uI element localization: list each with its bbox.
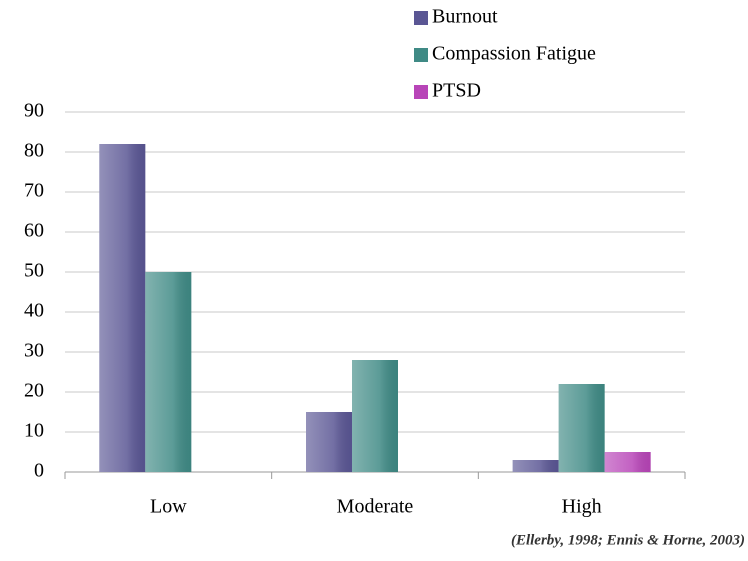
annotation: (Ellerby, 1998; Ennis & Horne, 2003) [511,532,745,548]
y-tick-label: 0 [34,460,44,482]
bar-shine [99,144,146,472]
y-tick-label: 60 [24,220,44,242]
y-tick-label: 40 [24,300,44,322]
bar-shine [306,412,352,472]
y-tick-label: 80 [24,140,44,162]
y-tick-label: 20 [24,380,44,402]
bar-shine [145,272,192,472]
legend-swatch [414,85,428,99]
y-tick-label: 70 [24,180,44,202]
bar-shine [558,384,605,472]
legend-label: Compassion Fatigue [432,43,596,65]
bar-shine [352,360,398,472]
y-tick-label: 90 [24,100,44,122]
x-tick-label: Moderate [337,496,414,518]
x-tick-label: High [562,496,602,518]
bar-shine [604,452,651,472]
legend-label: PTSD [432,80,481,102]
y-tick-label: 10 [24,420,44,442]
legend-label: Burnout [432,6,498,28]
bar-shine [512,460,559,472]
y-tick-label: 50 [24,260,44,282]
y-tick-label: 30 [24,340,44,362]
legend-swatch [414,11,428,25]
legend-swatch [414,48,428,62]
x-tick-label: Low [150,496,187,518]
